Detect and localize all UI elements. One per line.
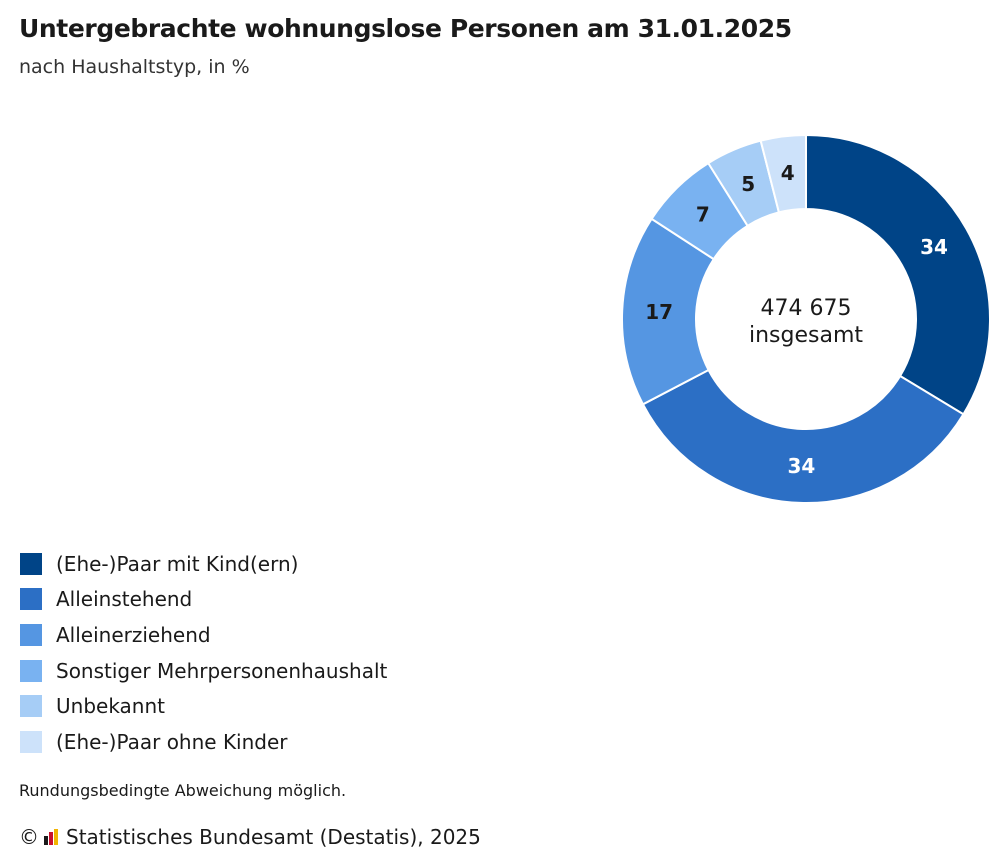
donut-slice-label: 7 — [696, 202, 710, 226]
donut-slice-label: 17 — [645, 300, 673, 324]
rounding-note: Rundungsbedingte Abweichung möglich. — [19, 781, 347, 800]
legend-label: (Ehe-)Paar ohne Kinder — [56, 729, 288, 754]
legend-item: Unbekannt — [20, 688, 387, 724]
legend-label: Alleinerziehend — [56, 622, 211, 647]
legend-swatch — [20, 695, 42, 718]
legend-swatch — [20, 552, 42, 575]
donut-slice-label: 4 — [781, 161, 795, 185]
donut-chart: 34 34 17 7 5 4 474 675 insgesamt — [621, 133, 991, 504]
donut-slice — [759, 133, 807, 214]
donut-slice-label: 34 — [788, 454, 816, 478]
legend-item: Sonstiger Mehrpersonenhaushalt — [20, 653, 387, 689]
legend-item: (Ehe-)Paar ohne Kinder — [20, 724, 387, 760]
legend-swatch — [20, 730, 42, 753]
donut-slice-labels: 34 34 17 7 5 4 — [645, 161, 948, 478]
legend-label: Unbekannt — [56, 694, 165, 719]
source-line: © Statistisches Bundesamt (Destatis), 20… — [19, 825, 481, 849]
chart-subtitle: nach Haushaltstyp, in % — [19, 56, 250, 78]
donut-center-label: insgesamt — [749, 323, 863, 348]
legend-label: Sonstiger Mehrpersonenhaushalt — [56, 658, 388, 683]
legend-swatch — [20, 623, 42, 646]
legend-label: Alleinstehend — [56, 587, 193, 612]
copyright-symbol: © — [19, 825, 39, 849]
legend-swatch — [20, 659, 42, 682]
donut-slice — [805, 133, 991, 416]
legend-item: Alleinstehend — [20, 582, 387, 618]
source-text: Statistisches Bundesamt (Destatis), 2025 — [66, 825, 481, 849]
donut-slice — [641, 368, 965, 504]
legend-label: (Ehe-)Paar mit Kind(ern) — [56, 551, 299, 576]
destatis-logo-icon — [44, 829, 58, 845]
legend-swatch — [20, 588, 42, 611]
legend-item: Alleinerziehend — [20, 617, 387, 653]
chart-legend: (Ehe-)Paar mit Kind(ern) Alleinstehend All… — [20, 546, 387, 760]
donut-slices — [621, 133, 991, 504]
chart-title: Untergebrachte wohnungslose Personen am … — [19, 14, 792, 43]
donut-center-value: 474 675 — [761, 296, 852, 321]
donut-slice-label: 5 — [741, 172, 755, 196]
legend-item: (Ehe-)Paar mit Kind(ern) — [20, 546, 387, 582]
donut-slice-label: 34 — [920, 235, 948, 259]
